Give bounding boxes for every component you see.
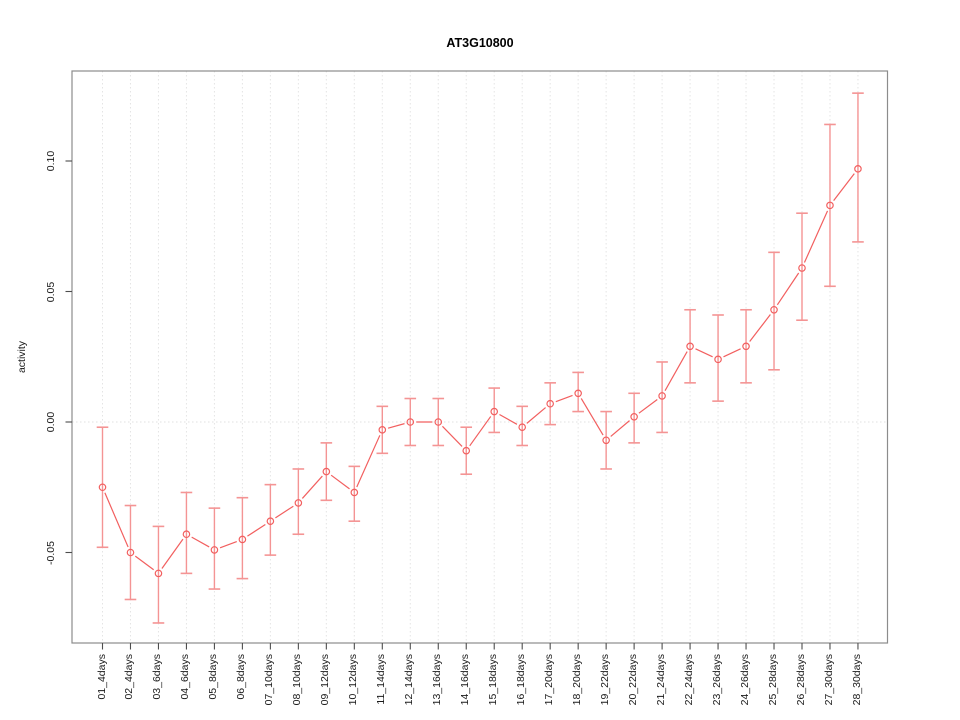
y-tick-label-text: -0.05 (45, 540, 57, 565)
x-tick-label-text: 20_22days (627, 654, 640, 706)
data-point (238, 535, 247, 544)
x-tick-label-text: 10_12days (347, 654, 360, 706)
series-segment (749, 314, 771, 342)
data-point (210, 546, 219, 554)
x-tick-label-text: 17_20days (543, 654, 556, 706)
x-tick-label-text: 24_26days (739, 654, 752, 706)
x-tick-label-text: 26_28days (795, 654, 807, 706)
y-tick-label: 0.05 (45, 281, 66, 303)
x-tick-label-text: 09_12days (319, 654, 332, 706)
y-tick-label: -0.05 (45, 541, 70, 565)
data-point (770, 305, 778, 314)
plot-frame (71, 70, 889, 644)
series-segment (499, 413, 518, 425)
x-tick-label-text: 23_26days (711, 654, 724, 706)
series-segment (161, 538, 184, 569)
y-tick-label-text: 0.05 (45, 281, 57, 302)
x-tick-label-text: 18_20days (571, 654, 584, 706)
series-segment (104, 492, 129, 548)
x-tick-label-text: 07_10days (263, 654, 276, 706)
x-tick-label-text: 14_16days (459, 654, 472, 706)
x-tick-label-text: 06_8days (235, 654, 248, 700)
x-tick-label-text: 12_14days (403, 654, 416, 706)
x-tick-label-text: 15_18days (487, 654, 500, 706)
data-point (546, 399, 554, 408)
data-point (350, 488, 359, 497)
x-tick-label: 28_30days (851, 654, 903, 705)
x-tick-label-text: 11_14days (375, 654, 388, 705)
x-tick-label-text: 21_24days (655, 654, 668, 706)
x-tick-label-text: 19_22days (599, 654, 612, 706)
data-point (434, 418, 443, 426)
series-segment (580, 398, 604, 436)
data-point (714, 355, 722, 364)
y-axis-title-anchor: activity (16, 341, 49, 373)
series-segment (776, 272, 800, 306)
y-axis-title: activity (16, 340, 28, 374)
x-tick-label-text: 13_16days (431, 654, 444, 706)
series-segment (247, 523, 266, 537)
data-point (490, 407, 499, 416)
x-tick-label-text: 08_10days (291, 654, 304, 706)
x-tick-label-text: 01_4days (95, 654, 108, 700)
series-segment (330, 474, 350, 490)
data-point (686, 342, 694, 351)
series-segment (695, 348, 713, 358)
data-point (658, 392, 666, 400)
x-tick-label-text: 22_24days (683, 654, 696, 706)
series-segment (664, 351, 688, 391)
series-segment (803, 210, 829, 263)
x-tick-label-text: 05_8days (207, 654, 220, 700)
data-point (462, 446, 471, 455)
series-segment (469, 416, 492, 447)
data-point (378, 426, 387, 434)
data-point (126, 548, 135, 557)
x-tick-label-text: 02_4days (123, 654, 136, 700)
data-point (154, 569, 163, 578)
series-segment (555, 394, 573, 403)
x-tick-label-text: 03_6days (151, 654, 164, 700)
series-segment (610, 420, 630, 437)
data-point (854, 165, 862, 173)
data-point (322, 467, 331, 476)
x-tick-label-text: 27_30days (822, 654, 835, 706)
y-tick-label: 0.10 (45, 151, 66, 172)
data-point (406, 418, 415, 426)
y-tick-label: 0.00 (45, 412, 66, 433)
series-segment (275, 505, 294, 519)
series-segment (191, 536, 210, 548)
data-point (518, 423, 527, 432)
y-tick-label-text: 0.10 (45, 150, 57, 172)
data-point (98, 483, 107, 492)
data-point (630, 412, 638, 421)
data-point (574, 389, 582, 398)
series-segment (219, 540, 237, 549)
x-tick-label-text: 16_18days (515, 654, 528, 706)
series-segment (387, 423, 405, 429)
series-segment (526, 407, 546, 424)
data-point (798, 264, 806, 272)
series-segment (301, 475, 323, 499)
data-point (182, 530, 191, 539)
series-segment (723, 348, 741, 358)
data-point (742, 342, 750, 351)
series-segment (833, 173, 855, 201)
x-tick-label-text: 04_6days (179, 654, 192, 700)
series-segment (356, 435, 381, 488)
data-point (294, 499, 303, 507)
series-segment (638, 399, 658, 414)
x-tick-label-text: 25_28days (767, 654, 780, 706)
data-point (266, 517, 275, 525)
x-tick-label-text: 28_30days (850, 654, 863, 706)
chart-title: AT3G10800 (446, 36, 514, 50)
y-tick-label-text: 0.00 (45, 411, 57, 433)
series-segment (134, 555, 155, 571)
series-segment (442, 425, 463, 447)
data-point (602, 436, 610, 445)
data-point (826, 201, 834, 210)
